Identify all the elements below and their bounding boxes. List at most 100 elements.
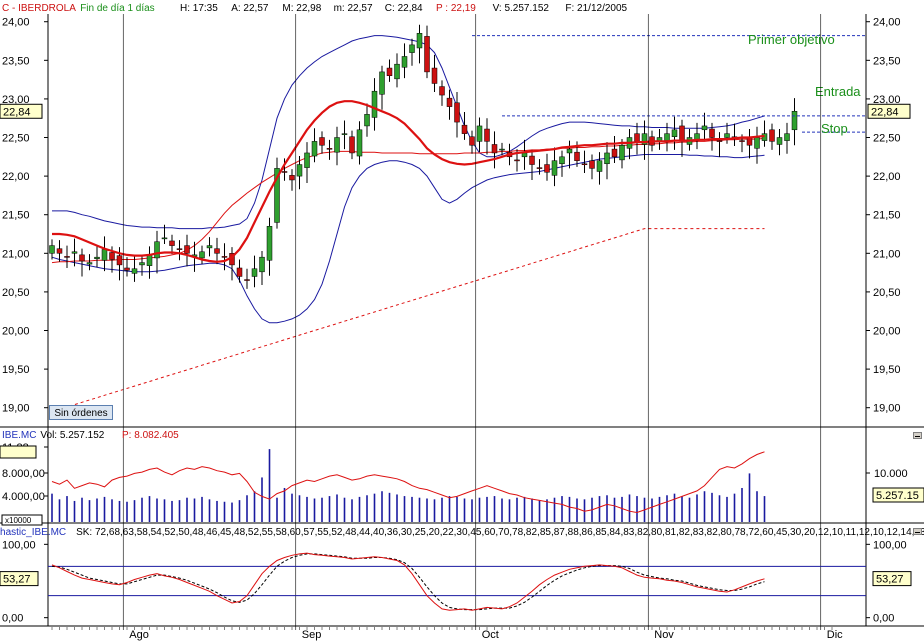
candle-up [791,111,798,131]
candle-up [664,133,670,141]
candle-down [431,67,438,84]
price-tick-right-label: 20,00 [873,326,901,338]
candle-up [776,137,783,145]
header-field-2: H: 17:35 [180,3,218,14]
candle-down [446,97,453,107]
price-badge-right-box [867,103,911,119]
price-tick-left-label: 20,50 [2,287,30,299]
price-tick-right-label: 19,00 [873,403,901,415]
stochastic-badge-left-label: 53,27 [3,574,31,586]
candle-down [461,124,468,134]
price-tick-left-label: 21,50 [2,210,30,222]
candle-down [679,125,685,142]
candle-down [109,252,115,260]
candle-up [394,63,400,80]
minimize-stochastic-panel-icon[interactable] [913,528,922,535]
header-field-4: M: 22,98 [282,3,321,14]
candle-down [589,160,595,169]
candle-up [409,44,415,53]
volume-tick-right-label: 10.000 [874,468,908,480]
candle-down [236,267,243,277]
candle-up [251,268,258,277]
candle-down [169,240,175,246]
header-field-0: C - IBERDROLA [2,3,76,14]
bollinger-upper-line [52,35,765,230]
candle-down [116,255,123,266]
candle-up [71,251,78,254]
candle-up [101,249,108,261]
stochastic-tick-right-label: 100,00 [873,539,907,551]
candle-down [289,175,295,181]
volume-left-badge-box [0,445,37,459]
price-tick-right-label: 21,50 [873,210,901,222]
price-tick-left-label: 20,00 [2,326,30,338]
candle-up [596,160,603,172]
price-badge-left-label: 22,84 [3,106,31,118]
candle-down [454,102,460,123]
candle-down [746,137,753,146]
candle-down [484,128,490,142]
candle-down [469,136,475,146]
candle-up [266,226,273,261]
candle-down [319,137,325,146]
minimize-volume-panel-icon[interactable] [913,432,922,439]
price-tick-left-label: 19,00 [2,403,30,415]
stochastic-sk-line [51,552,765,611]
candle-down [514,159,520,162]
stochastic-tick-left-label: 100,00 [2,539,36,551]
volume-tick-left-label: 4.000,00 [2,491,45,503]
price-tick-right-label: 22,00 [873,171,901,183]
price-tick-left-label: 24,00 [2,17,30,29]
price-tick-right-label: 20,50 [873,287,901,299]
price-tick-left-label: 23,00 [2,94,30,106]
volume-header-field-1: Vol: 5.257.152 [40,430,104,441]
price-tick-right-label: 21,00 [873,248,901,260]
candle-up [146,254,153,266]
stochastic-badge-left-box [0,571,39,587]
volume-badge-box [872,487,924,503]
candle-up [131,268,138,274]
candle-down [79,254,85,262]
candle-down [424,36,430,73]
candle-up [259,256,265,273]
month-label: Dic [827,629,843,641]
candle-down [124,267,130,271]
candle-down [326,148,333,150]
candle-up [364,114,370,127]
candle-down [716,140,723,142]
candle-up [604,152,610,165]
candle-up [94,256,100,259]
stochastic-sd-line [51,553,765,611]
candle-down [769,129,775,142]
price-tick-right-label: 23,00 [873,94,901,106]
candle-up [476,125,483,142]
header-field-7: P : 22,19 [436,3,476,14]
candle-up [551,160,558,176]
candle-up [49,245,55,254]
candle-up [499,148,505,151]
candle-up [724,133,730,138]
header-field-5: m: 22,57 [334,3,373,14]
volume-multiplier-label: x10000 [5,516,32,525]
header-field-1: Fin de día 1 días [80,3,155,14]
candle-up [641,133,648,145]
candle-down [574,151,580,161]
header-bar [0,0,924,14]
stochastic-header-field-1: SK: 72,68,63,58,54,52,50,48,46,45,48,52,… [76,527,924,538]
price-tick-left-label: 21,00 [2,248,30,260]
candle-down [176,248,183,250]
candle-up [566,148,573,154]
candle-up [401,56,408,68]
candle-up [356,129,363,157]
price-badge-right-label: 22,84 [871,106,899,118]
candle-up [86,262,93,265]
candle-down [214,248,220,254]
price-tick-left-label: 22,50 [2,133,30,145]
candle-up [521,152,528,158]
annotation-label-2: Stop [821,121,848,136]
annotation-label-0: Primer objetivo [748,32,835,47]
price-tick-right-label: 24,00 [873,17,901,29]
sin-ordenes-button[interactable]: Sin órdenes [49,405,113,420]
month-label: Sep [302,629,322,641]
candle-down [709,128,715,138]
